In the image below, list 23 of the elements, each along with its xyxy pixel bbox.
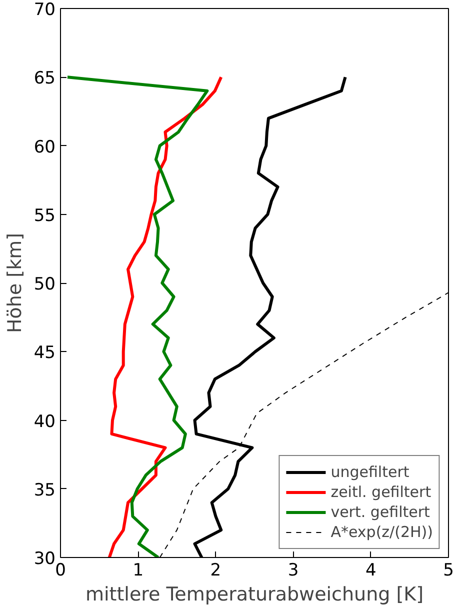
y-tick-label: 50 xyxy=(34,274,56,294)
line-series xyxy=(66,76,209,558)
y-tick-label: 60 xyxy=(34,137,56,158)
y-tick-label: 70 xyxy=(34,0,56,20)
x-axis-title: mittlere Temperaturabweichung [K] xyxy=(85,584,424,606)
x-tick-label: 4 xyxy=(365,560,376,580)
line-series xyxy=(108,76,223,558)
x-tick-label: 0 xyxy=(55,560,66,580)
x-tick-label: 5 xyxy=(443,560,454,580)
legend-label: vert. gefiltert xyxy=(330,503,430,521)
y-tick-label: 55 xyxy=(34,206,56,226)
legend-label: ungefiltert xyxy=(330,463,410,481)
y-tick-label: 30 xyxy=(34,549,56,569)
y-axis-title: Höhe [km] xyxy=(4,232,26,334)
y-tick-label: 40 xyxy=(34,412,56,432)
y-tick-label: 35 xyxy=(34,480,56,500)
y-tick-label: 65 xyxy=(34,68,56,89)
x-tick-label: 1 xyxy=(132,560,144,580)
x-tick-label: 3 xyxy=(288,560,299,580)
legend-label: zeitl. gefiltert xyxy=(330,483,432,501)
x-tick-label: 2 xyxy=(210,560,222,580)
legend-label: A*exp(z/(2H)) xyxy=(330,523,433,541)
y-tick-label: 45 xyxy=(34,343,56,364)
